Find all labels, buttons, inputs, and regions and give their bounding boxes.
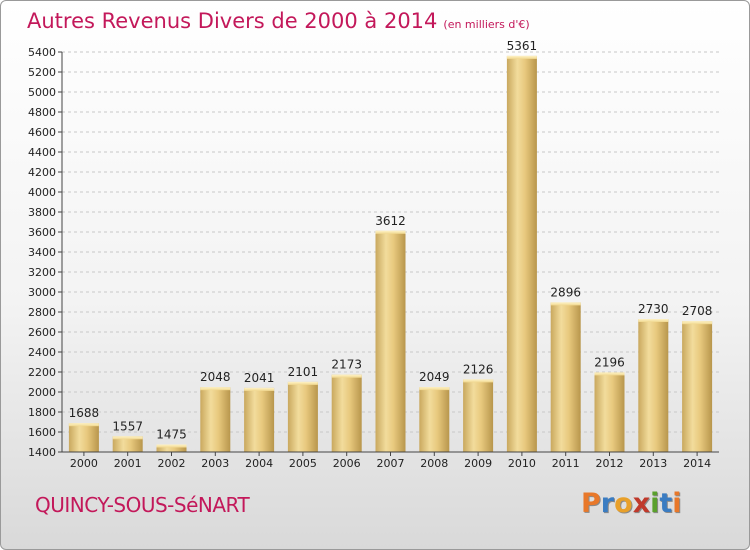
x-tick-label: 2002 (158, 457, 186, 470)
bar-value-label: 2708 (682, 304, 713, 318)
y-tick-label: 5200 (28, 66, 56, 79)
bar-value-label: 2896 (550, 285, 581, 299)
y-tick-label: 3400 (28, 246, 56, 259)
chart-subtitle: (en milliers d'€) (443, 18, 530, 31)
x-tick-label: 2007 (377, 457, 405, 470)
y-tick-label: 3800 (28, 206, 56, 219)
y-tick-label: 1600 (28, 426, 56, 439)
bar-top (112, 436, 143, 440)
y-tick-label: 2000 (28, 386, 56, 399)
bar (638, 319, 669, 452)
bar-value-label: 2730 (638, 302, 669, 316)
x-tick-label: 2000 (70, 457, 98, 470)
bar-value-label: 2126 (463, 362, 494, 376)
bar-top (331, 374, 362, 378)
bar-top (200, 387, 231, 391)
bar (506, 55, 537, 453)
bar-value-label: 3612 (375, 214, 406, 228)
y-tick-label: 2800 (28, 306, 56, 319)
x-tick-label: 2003 (201, 457, 229, 470)
x-tick-label: 2009 (464, 457, 492, 470)
y-tick-label: 5400 (28, 46, 56, 59)
logo-letter: o (614, 488, 633, 519)
y-tick-label: 4200 (28, 166, 56, 179)
x-tick-label: 2001 (114, 457, 142, 470)
chart-title-text: Autres Revenus Divers de 2000 à 2014 (27, 9, 438, 33)
bar-value-label: 2048 (200, 370, 231, 384)
logo-letter: x (632, 488, 651, 519)
x-tick-label: 2014 (683, 457, 711, 470)
bar-value-label: 2196 (594, 355, 625, 369)
y-tick-label: 3600 (28, 226, 56, 239)
bar-value-label: 2049 (419, 370, 450, 384)
bar-top (68, 423, 99, 427)
commune-name: QUINCY-SOUS-SéNART (35, 493, 250, 517)
bar (287, 381, 318, 452)
x-tick-label: 2008 (420, 457, 448, 470)
bar (419, 387, 450, 452)
y-tick-label: 4400 (28, 146, 56, 159)
bar-top (419, 387, 450, 391)
x-tick-label: 2005 (289, 457, 317, 470)
bar-top (375, 230, 406, 234)
bar (463, 379, 494, 452)
y-tick-label: 3000 (28, 286, 56, 299)
bar-top (156, 444, 187, 448)
chart-title: Autres Revenus Divers de 2000 à 2014 (en … (27, 9, 530, 33)
y-tick-label: 3200 (28, 266, 56, 279)
bar-top (550, 302, 581, 306)
bar (550, 302, 581, 452)
x-tick-label: 2010 (508, 457, 536, 470)
x-tick-label: 2004 (245, 457, 273, 470)
bar (112, 436, 143, 452)
logo-letter: t (659, 488, 673, 519)
bar-value-label: 1688 (69, 406, 100, 420)
bar-top (682, 321, 713, 325)
bar-layer (68, 55, 713, 453)
bar-value-label: 1475 (156, 428, 187, 442)
y-tick-label: 1400 (28, 446, 56, 459)
y-tick-label: 4600 (28, 126, 56, 139)
logo-letter: P (581, 488, 601, 519)
bar-top (638, 319, 669, 322)
bar-top (463, 379, 494, 383)
bar (331, 374, 362, 452)
y-tick-label: 2600 (28, 326, 56, 339)
bar-top (594, 372, 625, 376)
x-tick-label: 2012 (596, 457, 624, 470)
y-tick-label: 1800 (28, 406, 56, 419)
axis-layer: 1400 1600 1800 2000 2200 2400 2600 2800 3000 3200… (28, 39, 719, 470)
x-tick-label: 2006 (333, 457, 361, 470)
bar (682, 321, 713, 452)
bar-value-label: 2173 (331, 358, 362, 372)
bar-value-label: 2041 (244, 371, 275, 385)
logo-letter: i (672, 488, 682, 519)
proxiti-logo: Proxiti (581, 488, 682, 519)
bar (594, 372, 625, 452)
y-tick-label: 2400 (28, 346, 56, 359)
y-tick-label: 2200 (28, 366, 56, 379)
x-tick-label: 2013 (639, 457, 667, 470)
logo-letter: r (600, 488, 615, 519)
x-tick-label: 2011 (552, 457, 580, 470)
bar-top (244, 387, 275, 391)
bar (244, 387, 275, 452)
y-tick-label: 4800 (28, 106, 56, 119)
bar (68, 423, 99, 452)
bar-value-label: 2101 (288, 365, 319, 379)
bar (200, 387, 231, 452)
logo-letter: i (650, 488, 660, 519)
bar-top (506, 55, 537, 59)
y-tick-label: 5000 (28, 86, 56, 99)
bar-value-label: 1557 (112, 419, 143, 433)
bar (156, 444, 187, 452)
bar-top (287, 381, 318, 385)
y-tick-label: 4000 (28, 186, 56, 199)
bar (375, 230, 406, 452)
bar-value-label: 5361 (507, 39, 538, 53)
